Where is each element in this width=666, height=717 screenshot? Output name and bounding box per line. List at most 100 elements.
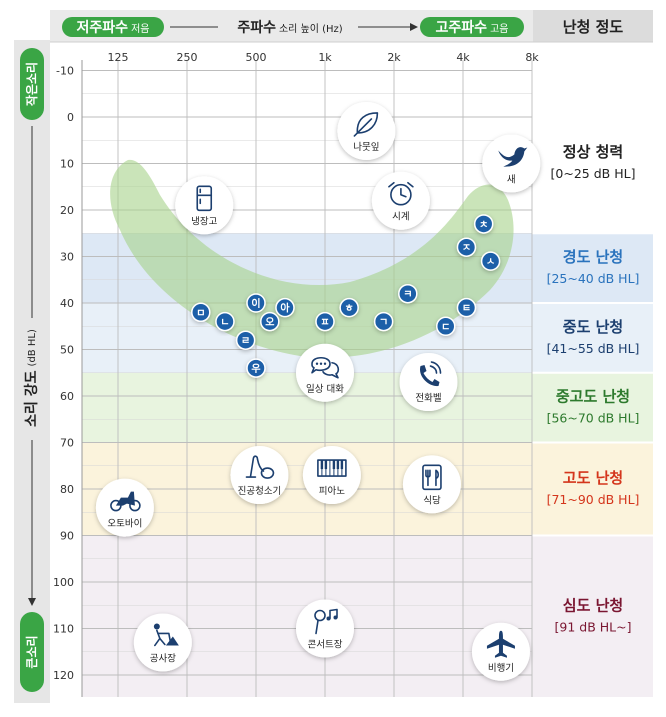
sound-marker: 비행기 [471, 622, 530, 681]
phoneme-marker: 아 [275, 297, 295, 318]
phoneme-marker: ㅊ [473, 214, 494, 234]
phoneme-dot [473, 214, 494, 234]
sound-label: 진공청소기 [238, 486, 282, 497]
band-background-3 [82, 372, 653, 443]
x-tick-label: 250 [177, 51, 198, 64]
sound-label: 시계 [392, 211, 409, 223]
phoneme-dot [456, 297, 477, 318]
band-range: [0~25 dB HL] [551, 166, 636, 181]
phoneme-dot [260, 311, 280, 332]
band-name: 경도 난청 [563, 248, 623, 266]
phoneme-marker: ㄹ [235, 330, 256, 350]
phoneme-dot [398, 283, 418, 304]
sound-label: 공사장 [150, 653, 176, 664]
sound-marker: 전화벨 [399, 353, 458, 412]
motorcycle-icon [110, 491, 141, 512]
x-tick-label: 125 [108, 51, 129, 64]
sound-label: 냉장고 [191, 216, 217, 227]
phoneme-dot [191, 302, 211, 323]
y-tick-label: 90 [60, 530, 74, 543]
frequency-title: 주파수 소리 높이 (Hz) [237, 20, 342, 36]
sound-marker: 냉장고 [175, 176, 234, 235]
band-range: [25~40 dB HL] [547, 271, 640, 286]
phoneme-marker: 이 [246, 293, 266, 313]
restaurant-icon [422, 464, 442, 491]
phone-ring-icon [419, 361, 442, 387]
high-frequency-pill [420, 17, 524, 37]
sound-circle [296, 343, 354, 402]
band-name: 고도 난청 [563, 469, 623, 487]
x-tick-label: 2k [387, 51, 401, 64]
phoneme-dot [373, 311, 394, 332]
phoneme-label: ㅈ [462, 243, 471, 254]
soft-sound-pill [20, 48, 44, 120]
x-tick-label: 500 [246, 51, 267, 64]
sound-label: 전화벨 [415, 393, 441, 404]
phoneme-marker: ㅋ [398, 283, 418, 304]
band-name: 정상 청력 [563, 143, 623, 161]
low-frequency-pill [62, 17, 164, 37]
sound-marker: 콘서트장 [296, 599, 354, 658]
y-tick-label: 50 [60, 344, 74, 357]
sound-circle [296, 599, 354, 658]
phoneme-label: 아 [280, 302, 290, 315]
phoneme-marker: ㄱ [373, 311, 394, 332]
sound-label: 식당 [423, 495, 441, 506]
loud-sound-label: 큰소리 [24, 635, 39, 668]
sound-marker: 공사장 [133, 613, 192, 672]
phoneme-dot [215, 311, 235, 332]
phoneme-marker: ㅌ [456, 297, 477, 318]
clock-icon [388, 181, 414, 206]
band-range: [41~55 dB HL] [547, 341, 640, 356]
sound-marker: 일상 대화 [296, 343, 354, 402]
phoneme-label: ㄴ [220, 318, 229, 329]
soft-sound-label: 작은소리 [24, 62, 39, 106]
low-frequency-label: 저주파수 저음 [77, 20, 150, 36]
degree-title: 난청 정도 [563, 18, 624, 36]
band-name: 중도 난청 [563, 318, 623, 336]
band-name: 심도 난청 [563, 596, 623, 614]
y-tick-label: 100 [53, 576, 74, 589]
sound-marker: 오토바이 [95, 478, 154, 537]
sound-marker: 나뭇잎 [337, 101, 396, 160]
sound-circle [175, 176, 234, 235]
phoneme-marker: ㅈ [456, 237, 477, 257]
sound-marker: 피아노 [302, 446, 361, 505]
phoneme-label: ㅌ [462, 304, 471, 315]
vacuum-icon [245, 455, 275, 479]
phoneme-label: 이 [251, 297, 260, 310]
y-tick-label: 20 [60, 204, 74, 217]
y-tick-label: 110 [53, 623, 74, 636]
phoneme-dot [456, 237, 477, 257]
concert-icon [314, 608, 338, 635]
sound-label: 피아노 [319, 486, 345, 497]
phoneme-marker: ㅎ [339, 297, 359, 318]
y-tick-label: 60 [60, 390, 74, 403]
leaf-icon [353, 112, 379, 137]
phoneme-dot [246, 293, 266, 313]
phoneme-label: ㄱ [379, 318, 388, 329]
sound-marker: 식당 [402, 455, 461, 514]
y-tick-label: 80 [60, 483, 74, 496]
sound-circle [95, 478, 154, 537]
sound-marker: 새 [482, 134, 541, 193]
phoneme-label: 오 [265, 317, 274, 329]
y-tick-label: 0 [67, 111, 74, 124]
sound-circle [230, 446, 289, 505]
speech-banana-area [110, 159, 514, 358]
loud-sound-pill [20, 612, 44, 692]
refrigerator-icon [196, 185, 213, 212]
phoneme-label: ㅍ [320, 318, 329, 329]
phoneme-dot [436, 316, 456, 336]
phoneme-label: ㅋ [403, 290, 412, 301]
phoneme-dot [235, 330, 256, 350]
x-tick-label: 4k [456, 51, 470, 64]
piano-icon [317, 459, 347, 477]
degree-header [533, 10, 653, 42]
phoneme-dot [339, 297, 359, 318]
sound-marker: 진공청소기 [230, 446, 289, 505]
phoneme-marker: 우 [246, 358, 266, 378]
y-tick-label: 70 [60, 437, 74, 450]
